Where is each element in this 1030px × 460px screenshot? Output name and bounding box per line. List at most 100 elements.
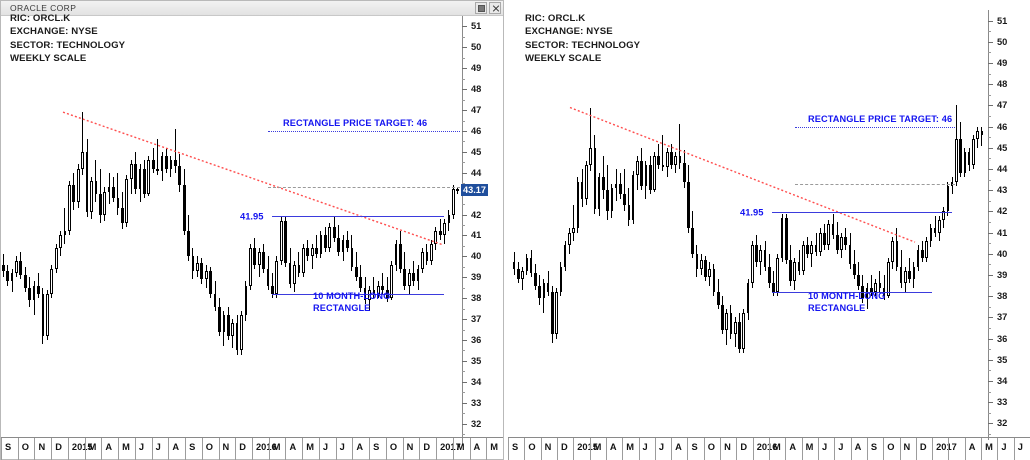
rectangle-top-line (272, 215, 444, 217)
y-tick (988, 359, 993, 361)
candle-down (529, 258, 533, 273)
candle-up (32, 285, 36, 301)
candle-wick (815, 232, 817, 256)
candle-up (443, 222, 446, 236)
candle-down (691, 228, 695, 254)
candle-down (716, 291, 720, 305)
candle-down (288, 262, 292, 284)
candle-down (789, 260, 792, 282)
x-tick-label: A (968, 442, 976, 452)
candle-down (772, 283, 775, 292)
candle-wick (879, 270, 881, 292)
x-tick-cell: M (801, 438, 818, 460)
candle-up (394, 243, 398, 265)
candle-down (262, 252, 265, 269)
y-tick-minor (462, 266, 465, 268)
candle-down (602, 177, 605, 191)
candle-up (725, 313, 729, 331)
x-tick-label: S (691, 442, 698, 452)
candle-down (755, 245, 758, 263)
candle-up (45, 293, 49, 336)
candle-down (551, 291, 554, 335)
close-button[interactable] (489, 2, 501, 14)
y-tick-minor (988, 222, 991, 223)
y-tick-label: 43 (997, 185, 1008, 196)
x-tick-label: M (272, 442, 281, 452)
candle-up (555, 291, 558, 335)
y-tick (462, 256, 467, 258)
candle-up (568, 232, 571, 246)
candle-down (921, 249, 924, 259)
y-tick-minor (462, 413, 465, 415)
candle-up (310, 247, 314, 257)
x-tick-label: S (373, 442, 380, 452)
x-tick-cell: A (352, 438, 369, 460)
y-tick-minor (462, 99, 465, 101)
x-tick-cell: M (452, 438, 470, 460)
candle-up (244, 285, 248, 315)
candle-wick (271, 273, 273, 299)
y-tick (462, 47, 467, 49)
info-line-1: EXCHANGE: NYSE (10, 26, 98, 38)
y-tick-label: 38 (997, 291, 1008, 302)
x-tick-label: N (222, 442, 230, 452)
candle-wick (934, 215, 936, 237)
x-tick-cell: O (17, 438, 35, 460)
candle-down (619, 183, 622, 195)
last-price-badge: 43.17 (461, 184, 488, 197)
y-tick-label: 45 (997, 142, 1008, 153)
x-tick-cell: O (703, 438, 720, 460)
y-tick-minor (988, 158, 991, 160)
info-line-0: RIC: ORCL.K (10, 13, 71, 24)
candle-up (818, 232, 822, 252)
candle-up (169, 160, 173, 169)
candle-down (324, 235, 327, 248)
candle-down (852, 264, 856, 275)
rectangle-bottom-line (772, 291, 932, 293)
candle-down (266, 268, 270, 286)
rectangle-bottom-line (272, 293, 444, 295)
candle-wick (38, 273, 39, 299)
y-tick (462, 339, 467, 341)
y-tick-minor (988, 391, 991, 393)
candle-down (6, 270, 9, 282)
y-tick (462, 151, 467, 153)
candle-down (648, 164, 652, 191)
y-tick-minor (988, 52, 991, 54)
x-tick-label: S (5, 442, 12, 452)
candle-up (559, 266, 563, 292)
x-tick-label: J (1001, 442, 1007, 452)
window-titlebar[interactable]: ORACLE CORP (1, 1, 503, 16)
x-tick-label: 2015 (577, 442, 598, 452)
x-tick-cell: N (899, 438, 916, 460)
x-tick-cell: M (302, 438, 319, 460)
x-tick-label: N (903, 442, 911, 452)
y-tick-minor (462, 329, 465, 331)
restore-button[interactable] (475, 2, 487, 14)
x-tick-label: D (55, 442, 62, 452)
candle-down (878, 283, 882, 288)
candle-up (614, 183, 618, 189)
y-tick-label: 48 (997, 79, 1008, 90)
price-target-label: RECTANGLE PRICE TARGET: 46 (808, 113, 953, 124)
y-tick-minor (988, 116, 991, 117)
candle-down (235, 323, 239, 351)
resistance-price-label: 41.95 (240, 210, 264, 222)
candle-wick (298, 252, 300, 278)
candle-up (447, 214, 451, 223)
candle-down (899, 266, 903, 284)
y-tick-minor (988, 412, 991, 414)
x-tick-label: 2016 (756, 442, 778, 452)
y-tick (462, 319, 467, 321)
candle-wick (64, 208, 66, 244)
candle-up (90, 181, 93, 213)
x-tick-cell: J (654, 438, 671, 460)
x-tick-cell: J (335, 438, 353, 460)
candle-up (597, 177, 601, 210)
y-tick-label: 35 (997, 354, 1008, 365)
axis-spine (462, 16, 463, 446)
candle-up (319, 235, 323, 255)
x-tick-cell: D (556, 438, 573, 460)
y-tick-label: 41 (471, 230, 482, 241)
x-tick-cell: A (785, 438, 801, 460)
